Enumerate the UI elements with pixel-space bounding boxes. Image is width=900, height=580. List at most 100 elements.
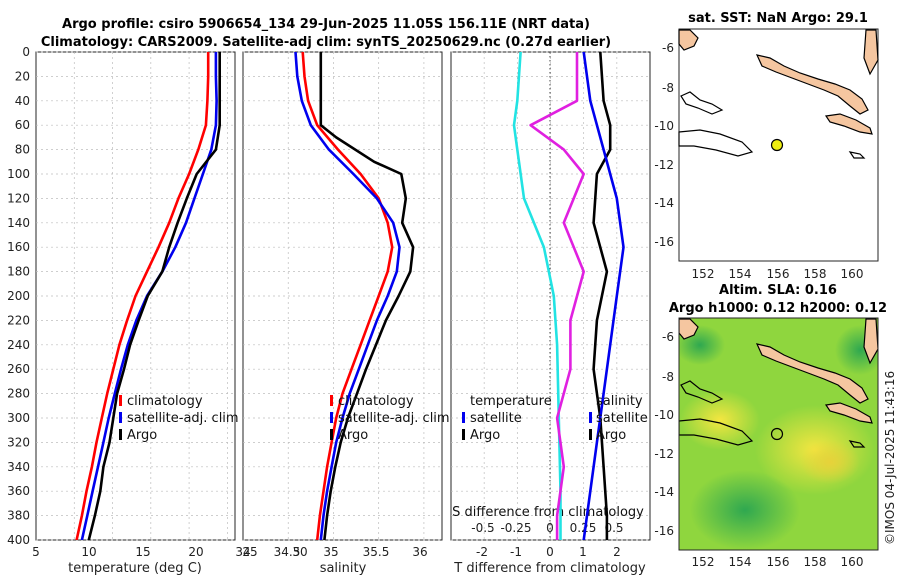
sla-xtick: 158 <box>804 555 827 569</box>
depth-tick: 320 <box>7 435 30 449</box>
depth-tick: 400 <box>7 533 30 547</box>
depth-tick: 100 <box>7 167 30 181</box>
s-diff-tick: -0.25 <box>500 521 531 535</box>
series-argo <box>87 52 221 540</box>
sla-land-guadalcanal <box>755 343 869 404</box>
depth-tick: 240 <box>7 338 30 352</box>
sal-xtick: 36 <box>412 545 427 559</box>
legend-label: Argo <box>470 428 500 443</box>
sla-xtick: 156 <box>767 555 790 569</box>
sal-xtick: 34 <box>235 545 250 559</box>
sst-land-malaita <box>863 29 879 76</box>
sst-xtick: 158 <box>804 267 827 281</box>
sst-map-title: sat. SST: NaN Argo: 29.1 <box>688 11 868 26</box>
sst-xtick: 160 <box>841 267 864 281</box>
sla-west-anomaly <box>680 390 760 450</box>
s-difference-ticks: -0.5 -0.25 0 0.25 0.5 <box>471 521 623 535</box>
depth-tick: 260 <box>7 362 30 376</box>
depth-tick: 360 <box>7 484 30 498</box>
sla-land-makira <box>824 402 873 424</box>
salinity-xlabel: salinity <box>320 561 367 576</box>
legend-salinity-title: salinity <box>596 394 643 409</box>
temp-xtick: 30 <box>292 545 307 559</box>
difference-panel <box>450 51 651 541</box>
diff-xtick: -1 <box>510 545 522 559</box>
sst-land-islet <box>848 151 866 159</box>
sst-land-makira <box>824 113 873 135</box>
sst-argo-location-marker <box>770 138 784 152</box>
sla-xtick: 152 <box>692 555 715 569</box>
sst-ytick: -14 <box>654 196 674 210</box>
legend-label: satellite-adj. clim <box>127 411 239 426</box>
temp-xtick: 25 <box>242 545 257 559</box>
depth-tick: 80 <box>15 143 30 157</box>
sst-ytick: -8 <box>662 81 674 95</box>
sst-land-bougainville <box>678 29 699 51</box>
depth-tick: 60 <box>15 118 30 132</box>
sla-peak-anomaly <box>800 440 860 484</box>
sst-ytick: -6 <box>662 41 674 55</box>
depth-tick: 200 <box>7 289 30 303</box>
temperature-xlabel: temperature (deg C) <box>68 561 202 576</box>
legend-label: satellite <box>596 411 648 426</box>
legend-swatch-climatology <box>330 395 333 406</box>
legend-temperature-title: temperature <box>470 394 552 409</box>
temp-xtick: 15 <box>135 545 150 559</box>
temp-xtick: 20 <box>188 545 203 559</box>
series-salinity-satellite <box>582 52 625 540</box>
legend-label: satellite <box>470 411 522 426</box>
s-diff-tick: -0.5 <box>471 521 494 535</box>
sla-land-islet <box>848 440 866 448</box>
depth-tick: 140 <box>7 216 30 230</box>
depth-tick: 340 <box>7 460 30 474</box>
temperature-xticks: 5 10 15 20 25 30 <box>32 545 307 559</box>
legend-label: climatology <box>127 394 203 409</box>
imos-credit: ©IMOS 04-Jul-2025 11:43:16 <box>883 371 897 545</box>
sla-xtick: 160 <box>841 555 864 569</box>
temp-xtick: 5 <box>32 545 40 559</box>
legend-label: satellite-adj. clim <box>338 411 450 426</box>
legend-label: climatology <box>338 394 414 409</box>
sla-ytick: -14 <box>654 485 674 499</box>
sla-map-ticks: -6 -8 -10 -12 -14 -16 152 154 156 158 16… <box>654 330 863 569</box>
sla-map-title-line2: Argo h1000: 0.12 h2000: 0.12 <box>669 301 887 316</box>
series-salinity-argo <box>529 52 586 540</box>
sst-land-png-tip <box>680 91 724 115</box>
difference-legend: temperature satellite Argo salinity sate… <box>462 394 648 443</box>
series-temperature-argo <box>592 52 612 540</box>
sla-xtick: 154 <box>729 555 752 569</box>
sla-map-field <box>679 318 878 550</box>
figure-title-line1: Argo profile: csiro 5906654_134 29-Jun-2… <box>62 17 590 32</box>
s-diff-tick: 0.5 <box>604 521 623 535</box>
legend-label: Argo <box>127 428 157 443</box>
diff-xtick: 0 <box>546 545 554 559</box>
salinity-xticks: 34 34.5 35 35.5 36 <box>235 545 427 559</box>
sst-xtick: 156 <box>767 267 790 281</box>
depth-tick: 20 <box>15 69 30 83</box>
legend-swatch-satellite <box>462 412 465 423</box>
sla-low-anomaly <box>690 470 800 550</box>
sla-map-title-line1: Altim. SLA: 0.16 <box>719 283 837 298</box>
sal-xtick: 35 <box>323 545 338 559</box>
sal-xtick: 34.5 <box>274 545 301 559</box>
sla-land-bougainville <box>679 318 699 340</box>
legend-swatch-argo <box>119 429 122 440</box>
legend-swatch-satellite <box>330 412 333 423</box>
sla-land-louisiade <box>679 418 754 446</box>
sla-map-frame <box>678 317 879 551</box>
legend-swatch-argo <box>462 429 465 440</box>
sst-ytick: -12 <box>654 158 674 172</box>
sla-argo-location-marker <box>770 427 784 441</box>
salinity-panel <box>242 51 443 541</box>
temp-xtick: 10 <box>81 545 96 559</box>
legend-label: Argo <box>338 428 368 443</box>
diff-xtick: -2 <box>476 545 488 559</box>
series-climatology <box>75 52 210 540</box>
sla-ytick: -8 <box>662 370 674 384</box>
difference-xticks: -2 -1 0 1 2 <box>476 545 621 559</box>
depth-tick: 160 <box>7 240 30 254</box>
depth-tick: 120 <box>7 191 30 205</box>
s-difference-title: S difference from climatology <box>452 505 644 520</box>
sla-ytick: -10 <box>654 408 674 422</box>
